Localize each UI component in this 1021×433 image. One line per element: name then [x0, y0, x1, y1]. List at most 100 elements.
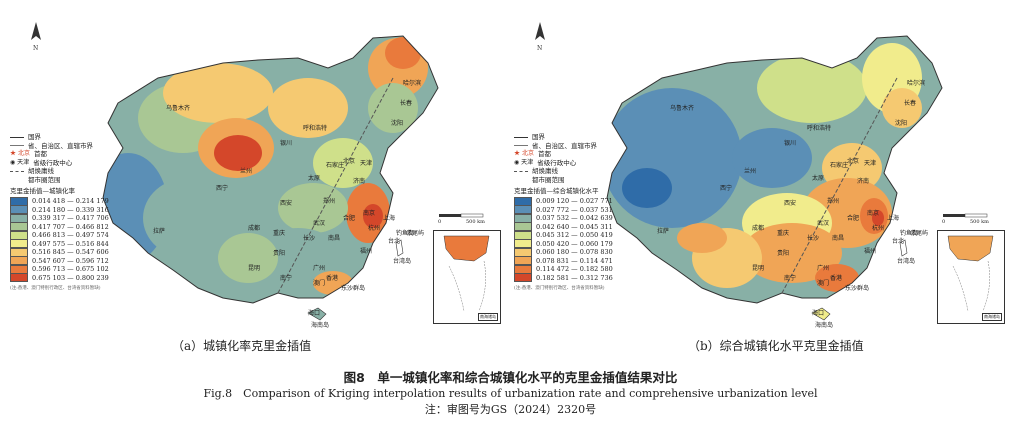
legend-swatch [10, 273, 28, 283]
city-label: 杭州 [368, 225, 381, 232]
legend-class-row: 0.417 707 — 0.466 812 [10, 222, 150, 232]
city-label: 海南岛 [815, 322, 834, 329]
city-label: 重庆 [273, 230, 286, 237]
city-label: 合肥 [343, 215, 356, 222]
legend-class-row: 0.466 813 — 0.497 574 [10, 230, 150, 240]
legend-national-border: 国界 [514, 133, 654, 142]
legend-classes: 0.009 120 — 0.027 771 0.027 772 — 0.037 5… [514, 196, 654, 283]
city-label: 台湾岛 [897, 258, 916, 265]
city-label: 海口 [308, 310, 321, 317]
legend: 国界 省、自治区、直辖市界 ★ 北京 首都 ◉ 天津 省级行政中心 胡焕庸线 都市圈… [514, 133, 654, 293]
city-label: 长沙 [303, 235, 316, 242]
city-label: 石家庄 [830, 162, 849, 169]
city-label: 西宁 [720, 185, 733, 192]
north-arrow-icon: N [28, 20, 44, 52]
svg-text:N: N [537, 45, 542, 52]
legend-title: 克里金插值—城镇化率 [10, 187, 75, 195]
legend-class-row: 0.182 581 — 0.312 736 [514, 273, 654, 283]
legend-range: 0.547 607 — 0.596 712 [32, 256, 109, 265]
city-label: 澳门 [817, 280, 830, 287]
legend-range: 0.497 575 — 0.516 844 [32, 239, 109, 248]
city-label: 兰州 [744, 168, 757, 175]
city-label: 贵阳 [273, 250, 286, 257]
dot-icon: ◉ [514, 158, 520, 166]
city-label: 天津 [360, 160, 373, 167]
city-label: 济南 [857, 178, 870, 185]
legend-class-row: 0.027 772 — 0.037 531 [514, 205, 654, 215]
legend-class-row: 0.009 120 — 0.027 771 [514, 196, 654, 206]
legend-range: 0.182 581 — 0.312 736 [536, 273, 613, 282]
city-label: 呼和浩特 [303, 125, 328, 132]
city-label: 天津 [864, 160, 877, 167]
dot-icon: ◉ [10, 158, 16, 166]
legend-range: 0.060 180 — 0.078 830 [536, 248, 613, 257]
hu-line [277, 77, 394, 294]
taiwan-island [899, 239, 908, 257]
city-label: 长沙 [807, 235, 820, 242]
city-label: 澳门 [313, 280, 326, 287]
city-label: 西安 [784, 200, 797, 207]
legend: 国界 省、自治区、直辖市界 ★ 北京 首都 ◉ 天津 省级行政中心 胡焕庸线 都市圈… [10, 133, 150, 293]
city-label: 杭州 [872, 225, 885, 232]
city-label: 香港 [326, 275, 339, 282]
legend-province-border: 省、自治区、直辖市界 [514, 142, 654, 151]
city-label: 南昌 [832, 235, 845, 242]
legend-provincial-center: ◉ 天津 省级行政中心 [10, 158, 73, 167]
city-label: 沈阳 [895, 120, 908, 127]
inset-label: 南海诸岛 [478, 313, 498, 321]
legend-range: 0.042 640 — 0.045 311 [536, 222, 613, 231]
city-label: 北京 [847, 158, 860, 165]
legend-provincial-center: ◉ 天津 省级行政中心 [514, 158, 577, 167]
city-label: 南宁 [280, 275, 293, 282]
city-label: 郑州 [827, 198, 840, 205]
legend-hu-line: 胡焕庸线 [10, 167, 150, 176]
city-label: 钓鱼岛 [396, 230, 415, 237]
legend-class-row: 0.014 418 — 0.214 179 [10, 196, 150, 206]
legend-range: 0.014 418 — 0.214 179 [32, 197, 109, 206]
city-label: 南宁 [784, 275, 797, 282]
kriging-map-urbanization-rate [102, 35, 439, 321]
legend-note: (注:香港、澳门特别行政区、台湾省资料暂缺) [514, 286, 605, 291]
figure-title: 图8 单一城镇化率和综合城镇化水平的克里金插值结果对比 [343, 370, 678, 385]
caption-b: （b）综合城镇化水平克里金插值 [688, 339, 864, 353]
city-label: 台湾岛 [393, 258, 412, 265]
legend-range: 0.516 845 — 0.547 606 [32, 248, 109, 257]
city-label: 北京 [343, 158, 356, 165]
city-label: 钓鱼岛 [900, 230, 919, 237]
south-china-sea-inset: 南海诸岛 [937, 230, 1005, 324]
south-china-sea-inset: 南海诸岛 [433, 230, 501, 324]
legend-metro-area: 都市圈范围 [532, 175, 565, 184]
legend-range: 0.466 813 — 0.497 574 [32, 231, 109, 240]
city-label: 兰州 [240, 168, 253, 175]
scale-bar: 0 500 km [942, 213, 1002, 227]
map-panel-urbanization-rate: N 国界 省、自治区、直辖市界 ★ 北京 首都 ◉ 天津 省级行政中心 胡焕庸线 都… [8, 8, 508, 333]
legend-swatch [514, 273, 532, 283]
city-label: 西宁 [216, 185, 229, 192]
city-label: 广州 [313, 265, 326, 272]
map-panel-comprehensive-urbanization: N 国界 省、自治区、直辖市界 ★ 北京 首都 ◉ 天津 省级行政中心 胡焕庸线 都… [512, 8, 1012, 333]
city-label: 沈阳 [391, 120, 404, 127]
city-label: 长春 [400, 100, 413, 107]
city-label: 贵阳 [777, 250, 790, 257]
city-label: 上海 [887, 215, 900, 222]
star-icon: ★ [514, 150, 521, 158]
star-icon: ★ [10, 150, 17, 158]
legend-national-border: 国界 [10, 133, 150, 142]
north-arrow-icon: N [532, 20, 548, 52]
legend-class-row: 0.214 180 — 0.339 316 [10, 205, 150, 215]
city-label: 成都 [752, 225, 765, 232]
city-label: 哈尔滨 [907, 80, 926, 87]
city-label: 重庆 [777, 230, 790, 237]
city-label: 上海 [383, 215, 396, 222]
legend-range: 0.114 472 — 0.182 580 [536, 265, 613, 274]
city-label: 福州 [864, 248, 877, 255]
city-label: 济南 [353, 178, 366, 185]
legend-class-row: 0.037 532 — 0.042 639 [514, 213, 654, 223]
legend-range: 0.009 120 — 0.027 771 [536, 197, 613, 206]
city-label: 赤尾屿 [406, 230, 425, 237]
legend-range: 0.050 420 — 0.060 179 [536, 239, 613, 248]
city-label: 哈尔滨 [403, 80, 422, 87]
city-label: 台北 [892, 238, 905, 245]
city-label: 武汉 [817, 220, 830, 227]
figure-title-english: Fig.8 Comparison of Kriging interpolatio… [203, 387, 818, 400]
